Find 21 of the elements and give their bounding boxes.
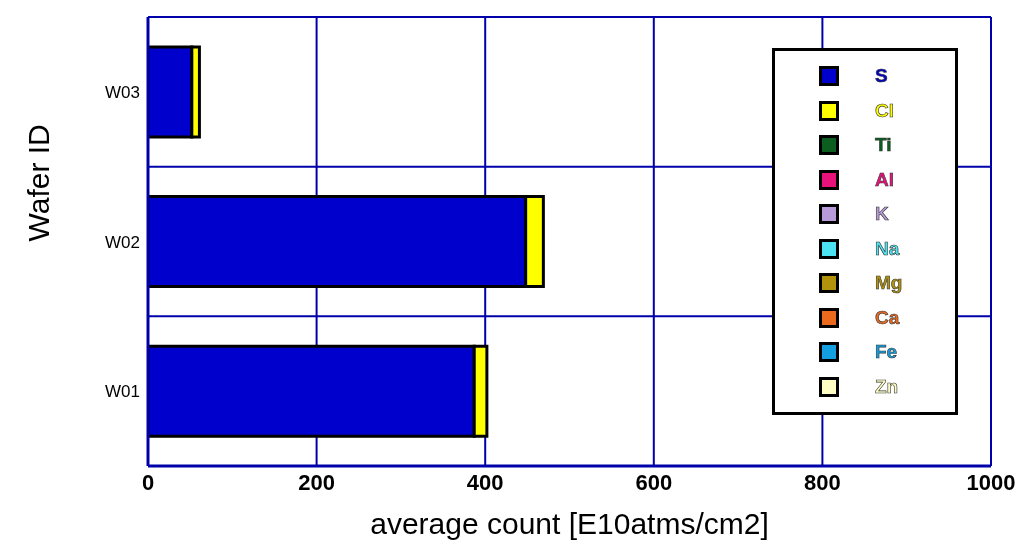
x-axis-title: average count [E10atms/cm2] (370, 507, 769, 540)
legend-label: Zn (875, 375, 900, 398)
legend-label: S (875, 65, 889, 88)
legend-label: Na (875, 237, 901, 260)
y-tick-label: W03 (105, 82, 140, 102)
x-tick-label: 0 (141, 469, 155, 495)
y-tick-label: W02 (105, 232, 140, 252)
x-tick-label: 400 (466, 469, 504, 495)
x-tick-label: 800 (804, 469, 841, 495)
legend-label: Al (875, 168, 895, 191)
legend-label: Mg (875, 272, 904, 295)
y-tick-label: W01 (105, 382, 140, 402)
x-tick-label: 600 (635, 469, 673, 495)
legend-label: Ti (875, 134, 893, 157)
x-tick-label: 200 (298, 469, 335, 495)
legend-label: Ca (875, 306, 901, 329)
legend-label: K (875, 203, 890, 226)
legend-label: Cl (875, 99, 895, 122)
y-axis-title: Wafer ID (21, 124, 55, 242)
legend-label: Fe (875, 341, 899, 364)
x-tick-label: 1000 (966, 469, 1016, 495)
